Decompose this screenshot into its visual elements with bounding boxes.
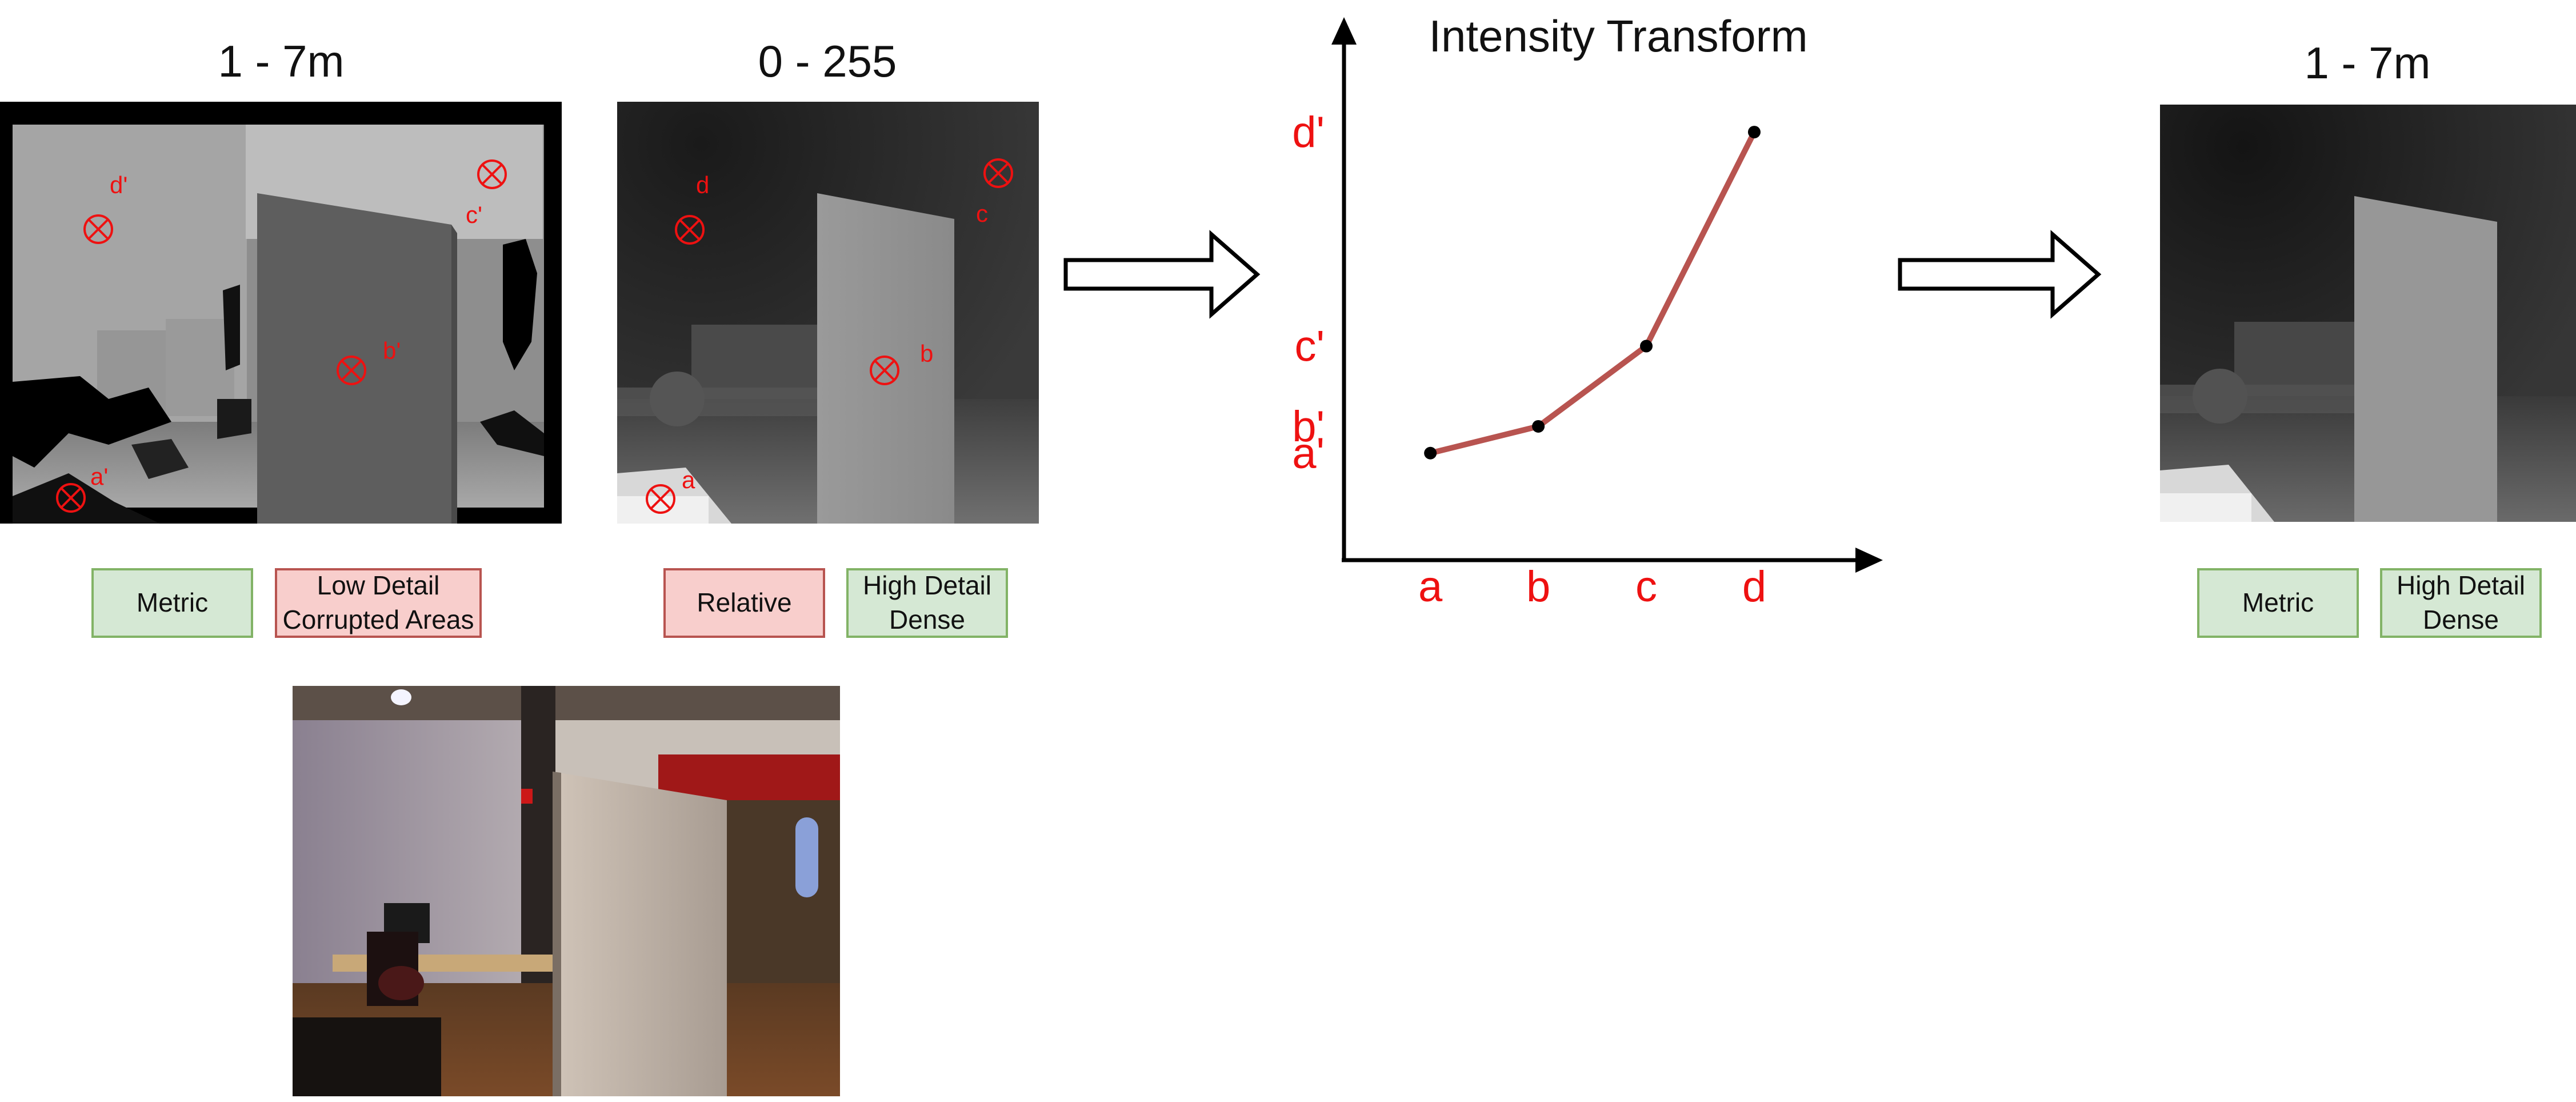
rgb-office-photo: [293, 686, 840, 1096]
x-tick-label: d: [1742, 562, 1766, 611]
sensor-depth-image: [0, 102, 562, 524]
output-depth-title: 1 - 7m: [2304, 38, 2431, 88]
sensor-metric-tag: Metric: [91, 568, 253, 638]
x-tick-label: c: [1635, 562, 1657, 611]
output-metric-tag: Metric: [2197, 568, 2359, 638]
data-point: [1747, 126, 1761, 139]
marker-b-prime: b': [337, 337, 401, 385]
marker-b: b: [870, 340, 933, 385]
relative-tag: Relative: [663, 568, 825, 638]
arrow-to-output-icon: [1898, 230, 2102, 319]
y-tick-label: d': [1292, 108, 1325, 157]
marker-d-prime: d': [83, 171, 127, 244]
y-tick-label: a': [1292, 429, 1325, 478]
marker-label: b: [920, 340, 933, 367]
marker-d: d: [675, 171, 709, 245]
data-point: [1424, 446, 1437, 460]
output-quality-tag: High Detail Dense: [2380, 568, 2542, 638]
y-tick-label: c': [1294, 322, 1325, 371]
marker-label: a: [682, 466, 695, 493]
x-axis-arrow-icon: [1855, 548, 1883, 573]
output-depth-image: [2160, 105, 2576, 522]
sensor-quality-tag: Low Detail Corrupted Areas: [275, 568, 482, 638]
marker-c-prime: c': [466, 159, 507, 228]
data-point: [1532, 420, 1545, 433]
marker-label: b': [383, 337, 401, 364]
relative-depth-image: [617, 102, 1039, 524]
arrow-to-transform-icon: [1063, 230, 1261, 319]
marker-a: a: [646, 466, 695, 514]
marker-label: d': [110, 171, 127, 198]
sensor-depth-markers: d' c' b' a': [56, 159, 507, 513]
marker-a-prime: a': [56, 463, 108, 513]
chart-title: Intensity Transform: [1429, 11, 1807, 61]
marker-label: a': [90, 463, 108, 490]
intensity-transform-chart: Intensity Transform a b c d a'b' c' d': [1292, 11, 1883, 611]
x-tick-label: a: [1418, 562, 1443, 611]
series-line: [1429, 130, 1757, 456]
data-point: [1640, 340, 1653, 353]
relative-depth-title: 0 - 255: [758, 36, 897, 86]
sensor-depth-title: 1 - 7m: [218, 36, 345, 86]
marker-label: c: [976, 200, 988, 227]
marker-label: d: [696, 171, 709, 198]
relative-quality-tag: High Detail Dense: [846, 568, 1008, 638]
y-tick-label: b': [1292, 402, 1325, 451]
marker-label: c': [466, 201, 482, 228]
x-tick-label: b: [1526, 562, 1550, 611]
relative-depth-markers: d c b a: [646, 158, 1013, 514]
marker-c: c: [976, 158, 1013, 227]
y-axis-arrow-icon: [1331, 17, 1357, 45]
